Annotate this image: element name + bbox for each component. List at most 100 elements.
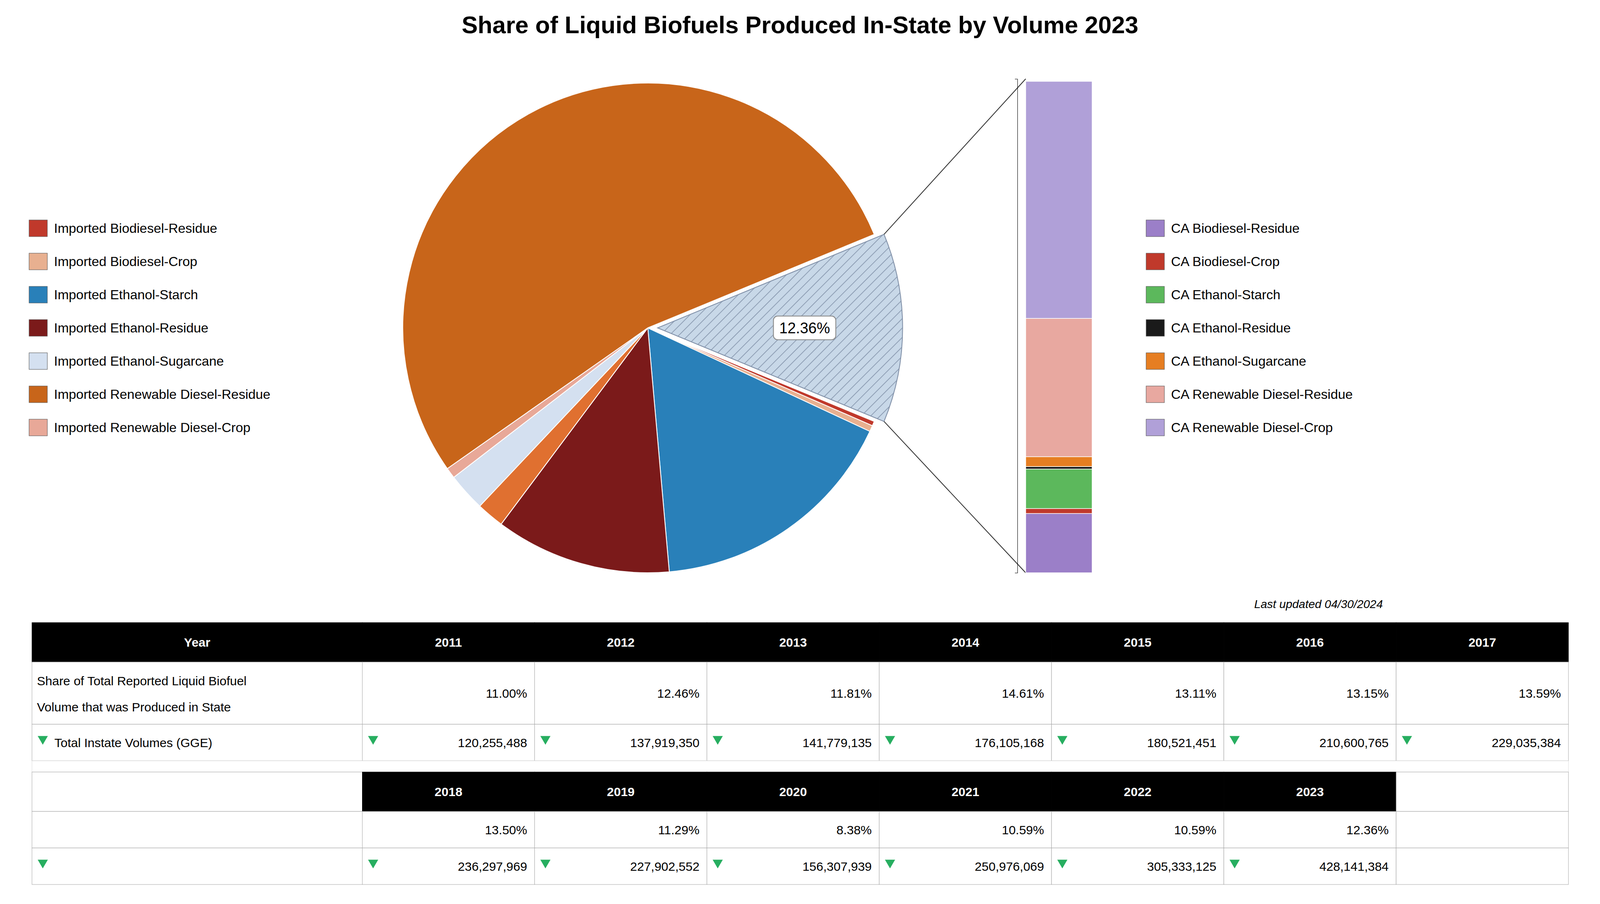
tick-mark [1014,78,1018,80]
table-value: 120,255,488 [458,736,528,750]
row-marker [37,860,49,869]
legend-item: CA Ethanol-Sugarcane [1146,352,1307,370]
annotation-text: 12.36% [779,319,831,337]
legend-swatch [1146,319,1165,337]
table-cell [879,772,1052,812]
bar-segment [1025,456,1093,467]
table-header: 2018 [434,785,463,799]
table-cell [1223,724,1397,762]
table-cell [706,724,880,762]
table-value: 10.59% [1173,823,1217,838]
row-label: Total Instate Volumes (GGE) [54,736,213,750]
row-marker [1057,736,1068,745]
table-cell [1396,772,1569,812]
table-header: 2021 [951,785,980,799]
row-marker [884,736,896,745]
table-cell [1223,662,1397,725]
legend-swatch [1146,220,1165,237]
table-value: 11.81% [830,686,873,701]
table-cell [534,724,707,762]
table-cell [879,622,1052,663]
table-value: 236,297,969 [458,860,528,874]
table-header: 2014 [951,635,980,650]
connector-line [884,421,1026,574]
table-value: 137,919,350 [630,736,700,750]
table-value: 13.50% [485,823,528,838]
legend-item: Imported Ethanol-Starch [29,286,199,304]
table-cell [1051,662,1224,725]
legend-right: CA Biodiesel-Residue CA Biodiesel-Crop CA … [1146,220,1353,437]
legend-item: Imported Biodiesel-Residue [29,220,218,237]
table-header: 2011 [434,635,462,650]
table-cell [362,772,535,812]
table-value: 13.15% [1346,686,1389,701]
table-cell [879,811,1052,849]
table-cell [1051,622,1224,663]
table-cell [706,811,880,849]
row-marker [540,736,551,745]
table-cell [706,848,880,885]
table-value: 12.36% [1346,823,1389,838]
bar-segment [1025,318,1093,457]
legend-swatch [29,253,48,270]
bar-segment [1025,469,1093,509]
legend-label: CA Biodiesel-Residue [1171,220,1300,236]
pie [402,83,903,574]
bars [1025,81,1093,574]
legend-item: CA Biodiesel-Crop [1146,253,1280,270]
table-cell [706,772,880,812]
table-header: 2023 [1296,785,1324,799]
table-cell [534,848,707,885]
row-marker [1229,860,1240,869]
legend-item: CA Renewable Diesel-Crop [1146,419,1333,437]
legend-left: Imported Biodiesel-Residue Imported Biodi… [29,220,271,437]
legend-swatch [1146,419,1165,437]
row-marker [1057,860,1068,869]
legend-label: Imported Biodiesel-Residue [53,220,218,236]
legend-item: CA Ethanol-Starch [1146,286,1281,304]
table-cell [31,811,363,849]
table-cell [1051,724,1224,762]
table-cell [1223,811,1397,849]
legend-label: CA Biodiesel-Crop [1171,254,1280,270]
row-marker [367,736,379,745]
table-value: 250,976,069 [974,860,1044,874]
legend-swatch [1146,386,1165,403]
table-cell [362,848,535,885]
table-cell [534,662,707,725]
legend-item: Imported Biodiesel-Crop [29,253,198,270]
table-value: 210,600,765 [1319,736,1389,750]
table-header: 2020 [779,785,807,799]
legend-item: CA Biodiesel-Residue [1146,220,1300,237]
table-value: 176,105,168 [974,736,1044,750]
legend-swatch [29,220,48,237]
table-cell [1051,772,1224,812]
annotation-box [773,316,836,341]
table-cell [1223,848,1397,885]
tick [1014,573,1018,574]
legend-item: Imported Ethanol-Residue [29,319,209,337]
table-value: 12.46% [657,686,700,701]
row-label: Volume that was Produced in State [36,700,231,715]
row-label: Share of Total Reported Liquid Biofuel [36,674,247,689]
table-cell [1396,811,1569,849]
table-header: 2017 [1468,635,1497,650]
chart-canvas: Share of Liquid Biofuels Produced In-Sta… [0,0,1600,904]
table-cell [362,622,535,663]
legend-label: CA Ethanol-Starch [1171,287,1281,303]
table-cell [879,724,1052,762]
pie-slice [657,234,903,422]
legend-label: CA Renewable Diesel-Crop [1171,420,1333,436]
table-cell [1051,848,1224,885]
table-cell [31,622,363,663]
table-cell [1396,724,1569,762]
legend-swatch [29,386,48,403]
legend-item: CA Ethanol-Residue [1146,319,1291,337]
legend-swatch [1146,352,1165,370]
table-header: 2013 [779,635,807,650]
table-cell [31,848,363,885]
table-cell [879,848,1052,885]
table-header: 2015 [1123,635,1152,650]
table-value: 11.29% [658,823,700,838]
table-cell [534,772,707,812]
